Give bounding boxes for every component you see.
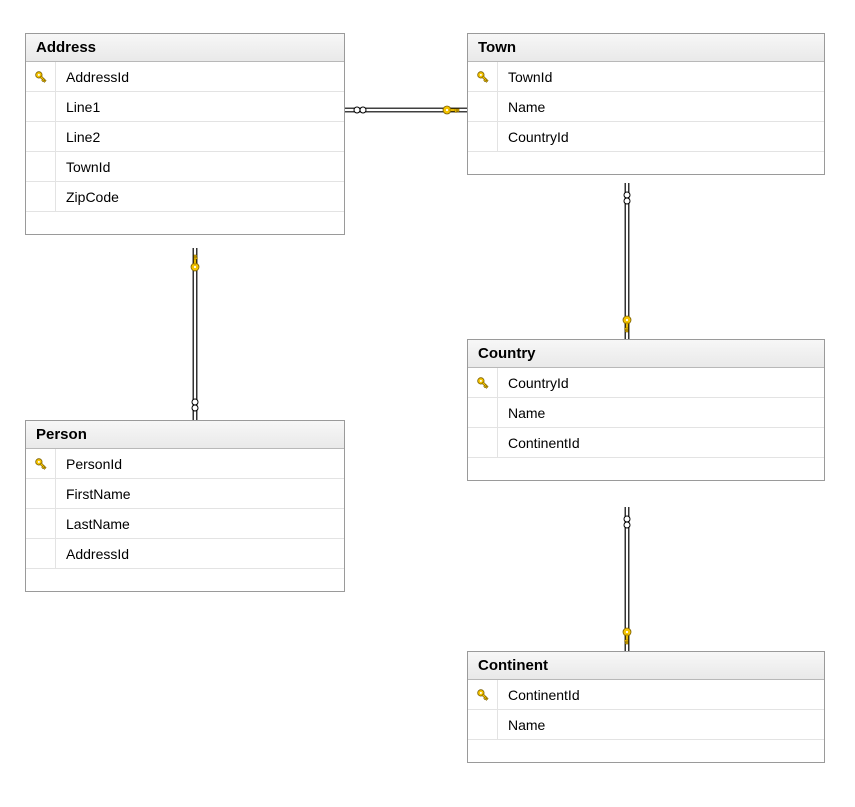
- column-name: TownId: [56, 159, 110, 175]
- entity-person-title: Person: [26, 421, 344, 449]
- column-name: ZipCode: [56, 189, 119, 205]
- column-row[interactable]: Line1: [26, 92, 344, 122]
- entity-empty: [468, 458, 824, 480]
- pk-icon: [468, 368, 498, 397]
- column-row[interactable]: AddressId: [26, 62, 344, 92]
- pk-icon: [468, 62, 498, 91]
- column-row[interactable]: Name: [468, 710, 824, 740]
- column-name: AddressId: [56, 69, 129, 85]
- column-row[interactable]: CountryId: [468, 368, 824, 398]
- entity-person[interactable]: Person PersonId FirstName LastName Addre…: [25, 420, 345, 592]
- entity-address-title: Address: [26, 34, 344, 62]
- entity-continent-title: Continent: [468, 652, 824, 680]
- entity-empty: [468, 152, 824, 174]
- entity-empty: [26, 212, 344, 234]
- column-row[interactable]: FirstName: [26, 479, 344, 509]
- column-name: ContinentId: [498, 435, 580, 451]
- entity-continent[interactable]: Continent ContinentId Name: [467, 651, 825, 763]
- column-row[interactable]: TownId: [468, 62, 824, 92]
- column-name: CountryId: [498, 129, 569, 145]
- entity-empty: [26, 569, 344, 591]
- column-name: TownId: [498, 69, 552, 85]
- pk-icon: [26, 449, 56, 478]
- column-name: Line2: [56, 129, 100, 145]
- pk-icon: [468, 680, 498, 709]
- entity-address[interactable]: Address AddressId Line1 Line2 TownId Zip…: [25, 33, 345, 235]
- entity-empty: [468, 740, 824, 762]
- pk-icon: [26, 62, 56, 91]
- column-name: AddressId: [56, 546, 129, 562]
- column-row[interactable]: ZipCode: [26, 182, 344, 212]
- column-name: FirstName: [56, 486, 131, 502]
- column-name: Name: [498, 405, 545, 421]
- column-row[interactable]: CountryId: [468, 122, 824, 152]
- column-row[interactable]: LastName: [26, 509, 344, 539]
- column-name: Name: [498, 717, 545, 733]
- diagram-canvas: Address AddressId Line1 Line2 TownId Zip…: [0, 0, 855, 807]
- column-name: LastName: [56, 516, 130, 532]
- column-row[interactable]: AddressId: [26, 539, 344, 569]
- entity-town[interactable]: Town TownId Name CountryId: [467, 33, 825, 175]
- column-name: Line1: [56, 99, 100, 115]
- column-row[interactable]: Name: [468, 398, 824, 428]
- column-name: CountryId: [498, 375, 569, 391]
- column-name: Name: [498, 99, 545, 115]
- column-row[interactable]: ContinentId: [468, 428, 824, 458]
- column-row[interactable]: TownId: [26, 152, 344, 182]
- entity-country[interactable]: Country CountryId Name ContinentId: [467, 339, 825, 481]
- column-row[interactable]: Line2: [26, 122, 344, 152]
- column-row[interactable]: Name: [468, 92, 824, 122]
- column-name: ContinentId: [498, 687, 580, 703]
- column-row[interactable]: ContinentId: [468, 680, 824, 710]
- entity-town-title: Town: [468, 34, 824, 62]
- column-name: PersonId: [56, 456, 122, 472]
- entity-country-title: Country: [468, 340, 824, 368]
- column-row[interactable]: PersonId: [26, 449, 344, 479]
